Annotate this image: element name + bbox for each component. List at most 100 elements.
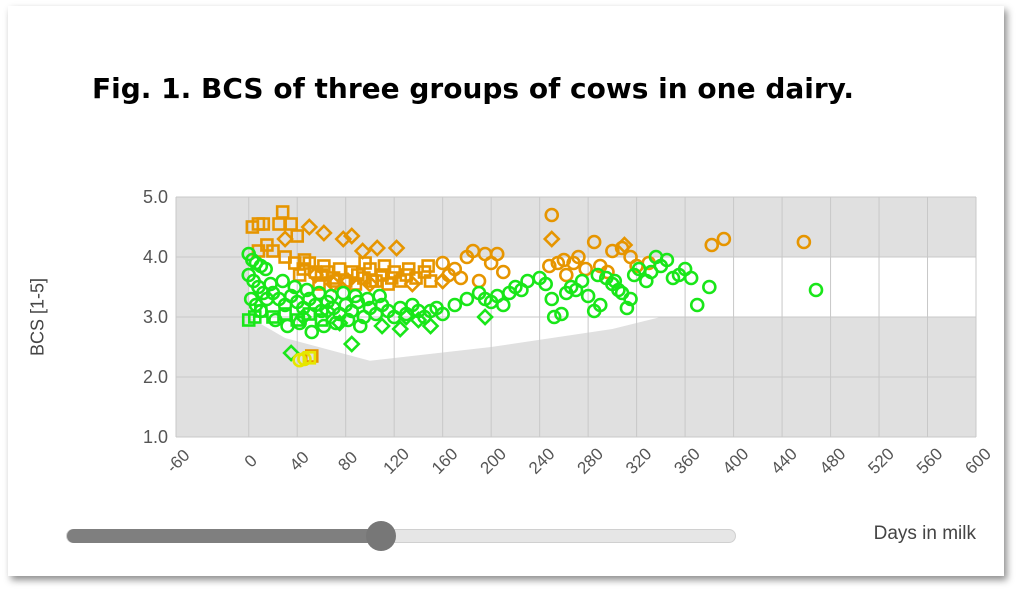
data-point [391, 320, 410, 338]
data-point [276, 230, 294, 248]
data-point [495, 297, 511, 313]
x-tick-label: 120 [380, 444, 413, 477]
data-point [403, 275, 422, 293]
data-point [256, 217, 271, 231]
data-point [546, 309, 562, 325]
data-point [489, 246, 505, 262]
data-point [538, 276, 553, 292]
x-tick-label: 240 [525, 444, 558, 477]
x-tick-label: 600 [961, 444, 994, 477]
x-tick-label: 40 [286, 448, 313, 475]
reference-band [248, 257, 976, 361]
slider-handle[interactable] [365, 521, 396, 551]
data-point [304, 324, 320, 340]
data-point [330, 314, 349, 332]
data-point [459, 291, 475, 307]
data-point [421, 317, 440, 335]
x-tick-label: 520 [864, 444, 897, 477]
data-point [659, 252, 675, 268]
slider-fill [67, 529, 381, 543]
data-point [704, 237, 720, 253]
data-point [689, 297, 705, 313]
figure-title: Fig. 1. BCS of three groups of cows in o… [92, 72, 854, 105]
x-tick-label: 0 [241, 451, 261, 471]
data-point [368, 239, 387, 257]
data-point [435, 255, 450, 271]
data-point [317, 259, 331, 273]
data-point [629, 258, 644, 274]
y-tick-label: 3.0 [143, 307, 168, 327]
y-tick-label: 4.0 [143, 247, 168, 267]
data-point [453, 270, 469, 286]
data-point [361, 275, 379, 293]
data-point [808, 282, 824, 298]
data-point [300, 218, 319, 236]
data-point [571, 249, 586, 265]
data-point [683, 270, 699, 286]
data-point [297, 253, 312, 267]
x-tick-label: -60 [163, 446, 194, 477]
y-tick-label: 2.0 [143, 367, 168, 387]
y-axis-title: BCS [1-5] [27, 277, 48, 357]
data-point [447, 297, 463, 313]
x-tick-label: 160 [428, 444, 461, 477]
data-point [542, 258, 557, 274]
y-tick-label: 5.0 [143, 187, 168, 207]
data-point [258, 261, 273, 277]
x-tick-label: 280 [573, 444, 606, 477]
data-points [241, 205, 824, 368]
data-point [358, 256, 372, 270]
x-tick-label: 480 [816, 444, 849, 477]
x-tick-label: 440 [767, 444, 800, 477]
data-point [377, 259, 392, 273]
x-tick-label: 200 [477, 444, 510, 477]
data-point [495, 264, 511, 280]
data-point [290, 229, 305, 243]
data-point [275, 205, 290, 219]
data-point [282, 344, 300, 362]
data-point [421, 259, 435, 273]
data-point [342, 227, 361, 245]
data-point [397, 308, 416, 326]
data-point [623, 291, 638, 307]
data-point [401, 262, 416, 276]
data-point [614, 240, 630, 256]
data-point [574, 273, 590, 289]
data-point [384, 271, 399, 285]
days-slider[interactable] [66, 521, 736, 551]
x-tick-label: 560 [913, 444, 946, 477]
x-tick-label: 320 [622, 444, 655, 477]
data-point [315, 224, 333, 242]
data-point [607, 273, 623, 289]
data-point [716, 231, 732, 247]
data-point [433, 272, 452, 290]
data-point [334, 230, 353, 248]
x-tick-labels: -60 0 40 80 120 160 200 240 280 320 360 400 440 480 52… [163, 444, 995, 477]
x-tick-label: 400 [719, 444, 752, 477]
data-point [302, 350, 317, 365]
data-point [476, 308, 494, 326]
data-point [542, 230, 561, 248]
data-point [292, 268, 307, 282]
data-point [586, 234, 602, 250]
data-point [353, 242, 372, 260]
data-point [592, 297, 608, 313]
data-point [544, 207, 560, 223]
data-point [702, 279, 717, 295]
data-point [544, 291, 560, 307]
y-tick-label: 1.0 [143, 427, 168, 447]
data-point [387, 239, 406, 257]
data-point [559, 267, 574, 283]
data-point [306, 266, 325, 284]
y-tick-labels: 1.0 2.0 3.0 4.0 5.0 [143, 187, 168, 447]
data-point [580, 288, 596, 304]
data-point [342, 335, 361, 353]
data-point [373, 317, 391, 335]
data-point [435, 306, 450, 322]
x-tick-label: 360 [670, 444, 703, 477]
x-tick-label: 80 [334, 448, 361, 475]
data-point [590, 267, 606, 283]
data-point [554, 306, 569, 322]
x-axis-title: Days in milk [873, 523, 976, 544]
